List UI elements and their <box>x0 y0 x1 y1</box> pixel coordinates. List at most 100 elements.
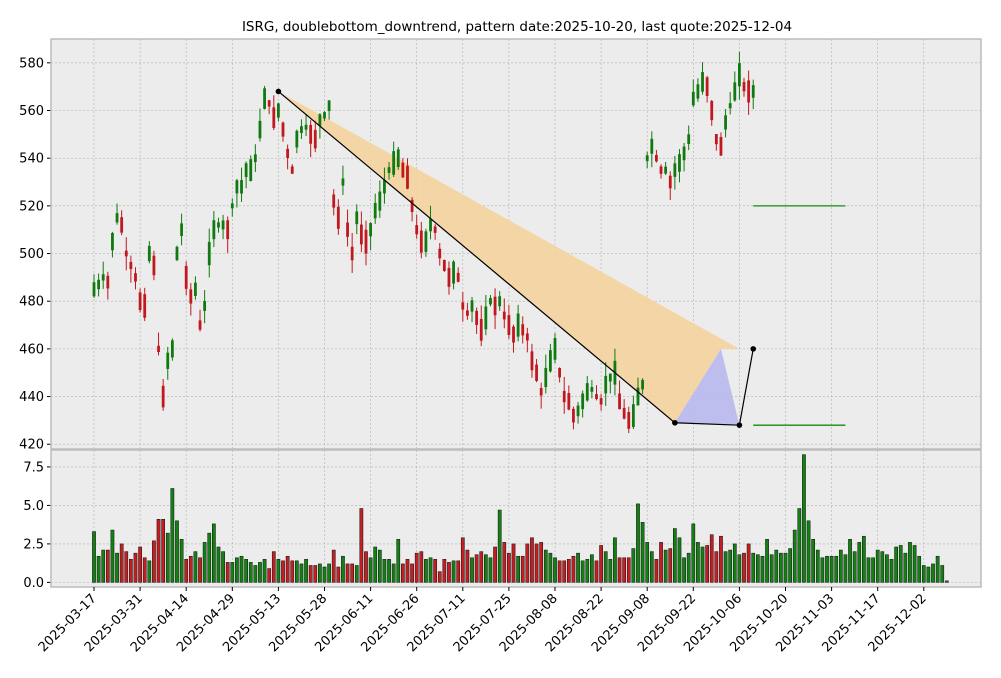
volume-bar <box>382 559 387 583</box>
volume-bar <box>271 551 276 583</box>
price-frame <box>50 38 982 450</box>
candle-body <box>212 220 216 240</box>
candle-body <box>710 100 714 121</box>
candle-body <box>143 294 147 318</box>
volume-bar <box>838 549 843 583</box>
volume-bar <box>216 546 221 583</box>
candle-body <box>590 387 594 392</box>
candlesticks <box>92 51 755 434</box>
candle-body <box>470 300 474 312</box>
volume-bar <box>313 565 318 583</box>
candle-body <box>272 107 276 128</box>
candle-body <box>641 379 644 390</box>
candle-body <box>147 245 151 262</box>
volume-bar <box>138 546 142 583</box>
volume-bar <box>534 543 539 583</box>
candle-body <box>97 279 101 290</box>
volume-bar <box>732 543 737 583</box>
candle-body <box>544 367 548 388</box>
candle-body <box>438 248 442 259</box>
volume-bar <box>673 528 677 583</box>
candle-body <box>475 310 479 325</box>
volume-bar <box>617 557 622 583</box>
volume-bar <box>686 552 691 583</box>
volume-bar <box>631 548 636 583</box>
candle-body <box>346 222 349 237</box>
volume-bar <box>304 559 308 583</box>
volume-bar <box>364 551 368 583</box>
candle-body <box>304 124 308 130</box>
volume-bar <box>212 523 216 583</box>
candle-body <box>258 120 262 139</box>
candle-body <box>655 154 658 162</box>
candle-body <box>738 63 741 87</box>
candle-body <box>733 82 737 101</box>
volume-bar <box>649 551 654 583</box>
volume-bar <box>202 542 207 583</box>
volume-bar <box>608 559 613 583</box>
volume-bar <box>147 560 152 583</box>
candle-body <box>572 408 575 423</box>
price-tick-label: 540 <box>19 152 44 167</box>
volume-bar <box>663 549 668 583</box>
candle-body <box>429 218 432 232</box>
volume-bar <box>926 566 931 583</box>
volume-bar <box>576 552 580 583</box>
price-tick-label: 580 <box>19 56 44 71</box>
volume-bar <box>142 557 147 583</box>
candle-body <box>406 165 409 189</box>
volume-bar <box>682 557 686 583</box>
volume-bar <box>479 551 484 583</box>
volume-bar <box>935 555 940 583</box>
candle-body <box>719 136 723 156</box>
candle-body <box>493 296 497 316</box>
volume-bar <box>862 535 866 583</box>
volume-bar <box>170 488 175 583</box>
volume-bar <box>566 559 571 583</box>
candle-body <box>728 103 732 109</box>
candle-body <box>313 129 317 149</box>
volume-bar <box>308 565 313 583</box>
volume-bar <box>917 555 922 583</box>
candle-body <box>687 134 691 144</box>
volume-bar <box>520 555 525 583</box>
candle-body <box>240 180 243 194</box>
candle-body <box>751 85 755 98</box>
volume-bar <box>133 552 138 583</box>
volume-bar <box>318 563 322 583</box>
candle-body <box>92 282 96 297</box>
candle-body <box>281 122 285 137</box>
volume-tick-label: 2.5 <box>23 537 44 552</box>
volume-bar <box>484 554 488 583</box>
candle-body <box>599 398 603 405</box>
candle-body <box>631 404 635 428</box>
volume-frame <box>50 449 982 588</box>
candle-body <box>415 225 419 235</box>
candle-body <box>378 191 382 211</box>
volume-bar <box>502 542 507 583</box>
candle-body <box>668 175 672 189</box>
volume-bar <box>262 559 267 583</box>
candle-body <box>290 166 294 174</box>
candle-body <box>373 202 377 219</box>
volume-bar <box>281 560 285 583</box>
volume-bar <box>175 520 179 583</box>
candle-body <box>180 223 183 237</box>
volume-bar <box>198 557 202 583</box>
volume-bar <box>599 545 603 583</box>
price-panel: 420 440 460 480 500 520 540 560 580 <box>19 38 982 453</box>
volume-bar <box>451 560 456 583</box>
volume-bar <box>290 560 295 583</box>
volume-bar <box>115 552 119 583</box>
volume-bar <box>207 532 212 583</box>
volume-bar <box>945 580 949 583</box>
candle-body <box>742 82 746 92</box>
candle-body <box>678 154 681 172</box>
volume-bar <box>96 555 101 583</box>
pattern-line <box>278 90 754 426</box>
price-y-axis: 420 440 460 480 500 520 540 560 580 <box>19 56 51 453</box>
volume-bar <box>880 551 885 583</box>
volume-y-axis: 0.0 2.5 5.0 7.5 <box>23 460 51 591</box>
candle-body <box>608 373 612 382</box>
volume-bar <box>751 552 756 583</box>
